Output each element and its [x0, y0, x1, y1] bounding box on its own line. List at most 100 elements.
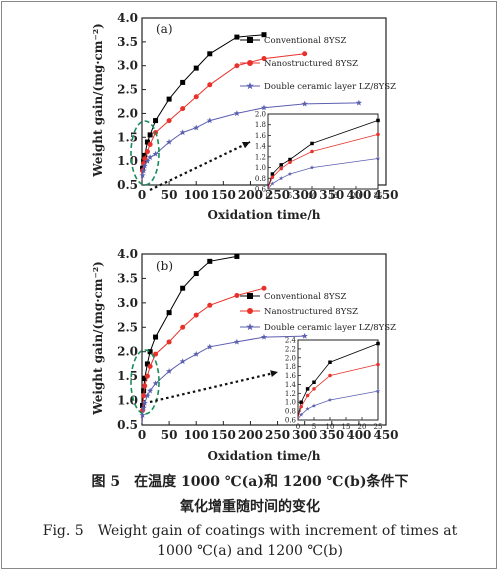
inset-x-tick-label: 20 [352, 192, 361, 200]
inset-y-tick-label: 0.8 [285, 408, 296, 416]
inset-y-tick-label: 1.2 [285, 390, 296, 398]
inset-series-line-1 [267, 134, 379, 189]
plot-frame-b [141, 253, 387, 426]
data-point [142, 383, 148, 389]
legend-entry: Conventional 8YSZ [264, 292, 346, 302]
data-point [141, 388, 147, 394]
legend-marker [247, 37, 253, 43]
data-point [193, 65, 199, 71]
inset-x-tick-label: 0 [296, 423, 300, 431]
inset-y-tick-label: 1.6 [255, 132, 267, 140]
inset-series-line-1 [297, 364, 379, 418]
inset-y-tick-label: 2.2 [285, 345, 296, 353]
data-point [153, 334, 159, 340]
data-point [234, 293, 240, 299]
inset-data-point [310, 141, 314, 146]
y-axis-label: Weight gain/(mg·cm⁻²) [91, 23, 105, 178]
x-tick-label: 50 [161, 188, 178, 202]
x-tick-label: 0 [138, 428, 146, 442]
legend-entry: Nanostructured 8YSZ [264, 59, 358, 69]
data-point [301, 100, 308, 107]
data-point [234, 34, 240, 40]
inset-data-point [309, 165, 315, 170]
data-point [152, 380, 159, 387]
inset-data-point [375, 156, 381, 161]
caption-en-line1: Fig. 5 Weight gain of coatings with incr… [42, 523, 458, 539]
inset-data-point [279, 166, 283, 171]
legend-marker [247, 308, 253, 314]
y-tick-label: 2.0 [117, 106, 138, 120]
data-point [193, 312, 199, 318]
inset-data-point [270, 175, 275, 179]
data-point [153, 118, 159, 124]
data-point [234, 63, 240, 69]
inset-data-point [287, 171, 293, 176]
data-point [179, 129, 186, 136]
inset-y-tick-label: 0.6 [285, 417, 297, 425]
x-axis-label: Oxidation time/h [208, 449, 321, 463]
inset-data-point [376, 362, 380, 367]
data-point [139, 172, 146, 179]
caption-zh-line2: 氧化增重随时间的变化 [180, 499, 320, 515]
x-tick-label: 450 [373, 428, 398, 442]
inset-data-point [299, 400, 303, 404]
data-point [144, 361, 150, 367]
inset-y-tick-label: 1.0 [255, 164, 266, 172]
data-point [166, 138, 173, 145]
x-tick-label: 250 [265, 428, 290, 442]
inset-data-point [288, 160, 292, 164]
x-tick-label: 100 [184, 188, 209, 202]
y-tick-label: 1.5 [117, 130, 138, 144]
data-point [179, 358, 186, 365]
data-point [141, 162, 148, 169]
data-point [207, 51, 213, 57]
data-point [147, 141, 153, 147]
zoom-arrow-head [270, 370, 278, 377]
inset-data-point [270, 181, 275, 186]
x-tick-label: 300 [292, 188, 317, 202]
data-point [180, 106, 186, 112]
inset-y-tick-label: 1.4 [285, 381, 297, 389]
data-point [260, 333, 268, 340]
data-point [166, 310, 172, 316]
y-tick-label: 2.5 [117, 320, 138, 334]
inset-x-tick-label: 25 [374, 192, 383, 200]
inset-x-tick-label: 15 [342, 423, 351, 431]
x-tick-label: 200 [238, 428, 263, 442]
x-tick-label: 150 [211, 428, 236, 442]
legend-entry: Double ceramic layer LZ/8YSZ [264, 82, 396, 92]
y-axis-label: Weight gain/(mg·cm⁻²) [91, 261, 105, 416]
series-line-2 [141, 335, 305, 423]
legend-marker [247, 293, 253, 299]
inset-y-tick-label: 2.0 [255, 111, 266, 119]
panel-label: (a) [156, 22, 173, 36]
inset-data-point [328, 360, 332, 364]
data-point [147, 387, 154, 394]
data-point [153, 351, 159, 357]
data-point [139, 412, 146, 418]
data-point [193, 94, 199, 100]
legend-entry: Nanostructured 8YSZ [264, 307, 358, 317]
inset-x-tick-label: 5 [312, 423, 316, 431]
plot-frame-a [141, 17, 387, 186]
data-point [142, 376, 148, 382]
y-tick-label: 0.5 [117, 178, 138, 192]
inset-data-point [328, 373, 332, 378]
inset-x-tick-label: 20 [358, 423, 367, 431]
x-tick-label: 50 [161, 428, 178, 442]
y-tick-label: 3.0 [117, 296, 138, 310]
y-tick-label: 1.5 [117, 369, 138, 383]
data-point [142, 156, 148, 162]
inset-y-tick-label: 1.8 [255, 121, 266, 129]
inset-x-tick-label: 15 [330, 192, 339, 200]
inset-data-point [327, 397, 333, 402]
data-point [140, 404, 147, 411]
data-point [166, 368, 173, 374]
legend-entry: Conventional 8YSZ [264, 36, 346, 46]
y-tick-label: 4.0 [117, 247, 138, 261]
inset-x-tick-label: 10 [326, 423, 335, 431]
data-point [206, 117, 213, 124]
data-point [147, 132, 153, 138]
series-line-0 [141, 34, 265, 181]
inset-x-tick-label: 25 [374, 423, 383, 431]
